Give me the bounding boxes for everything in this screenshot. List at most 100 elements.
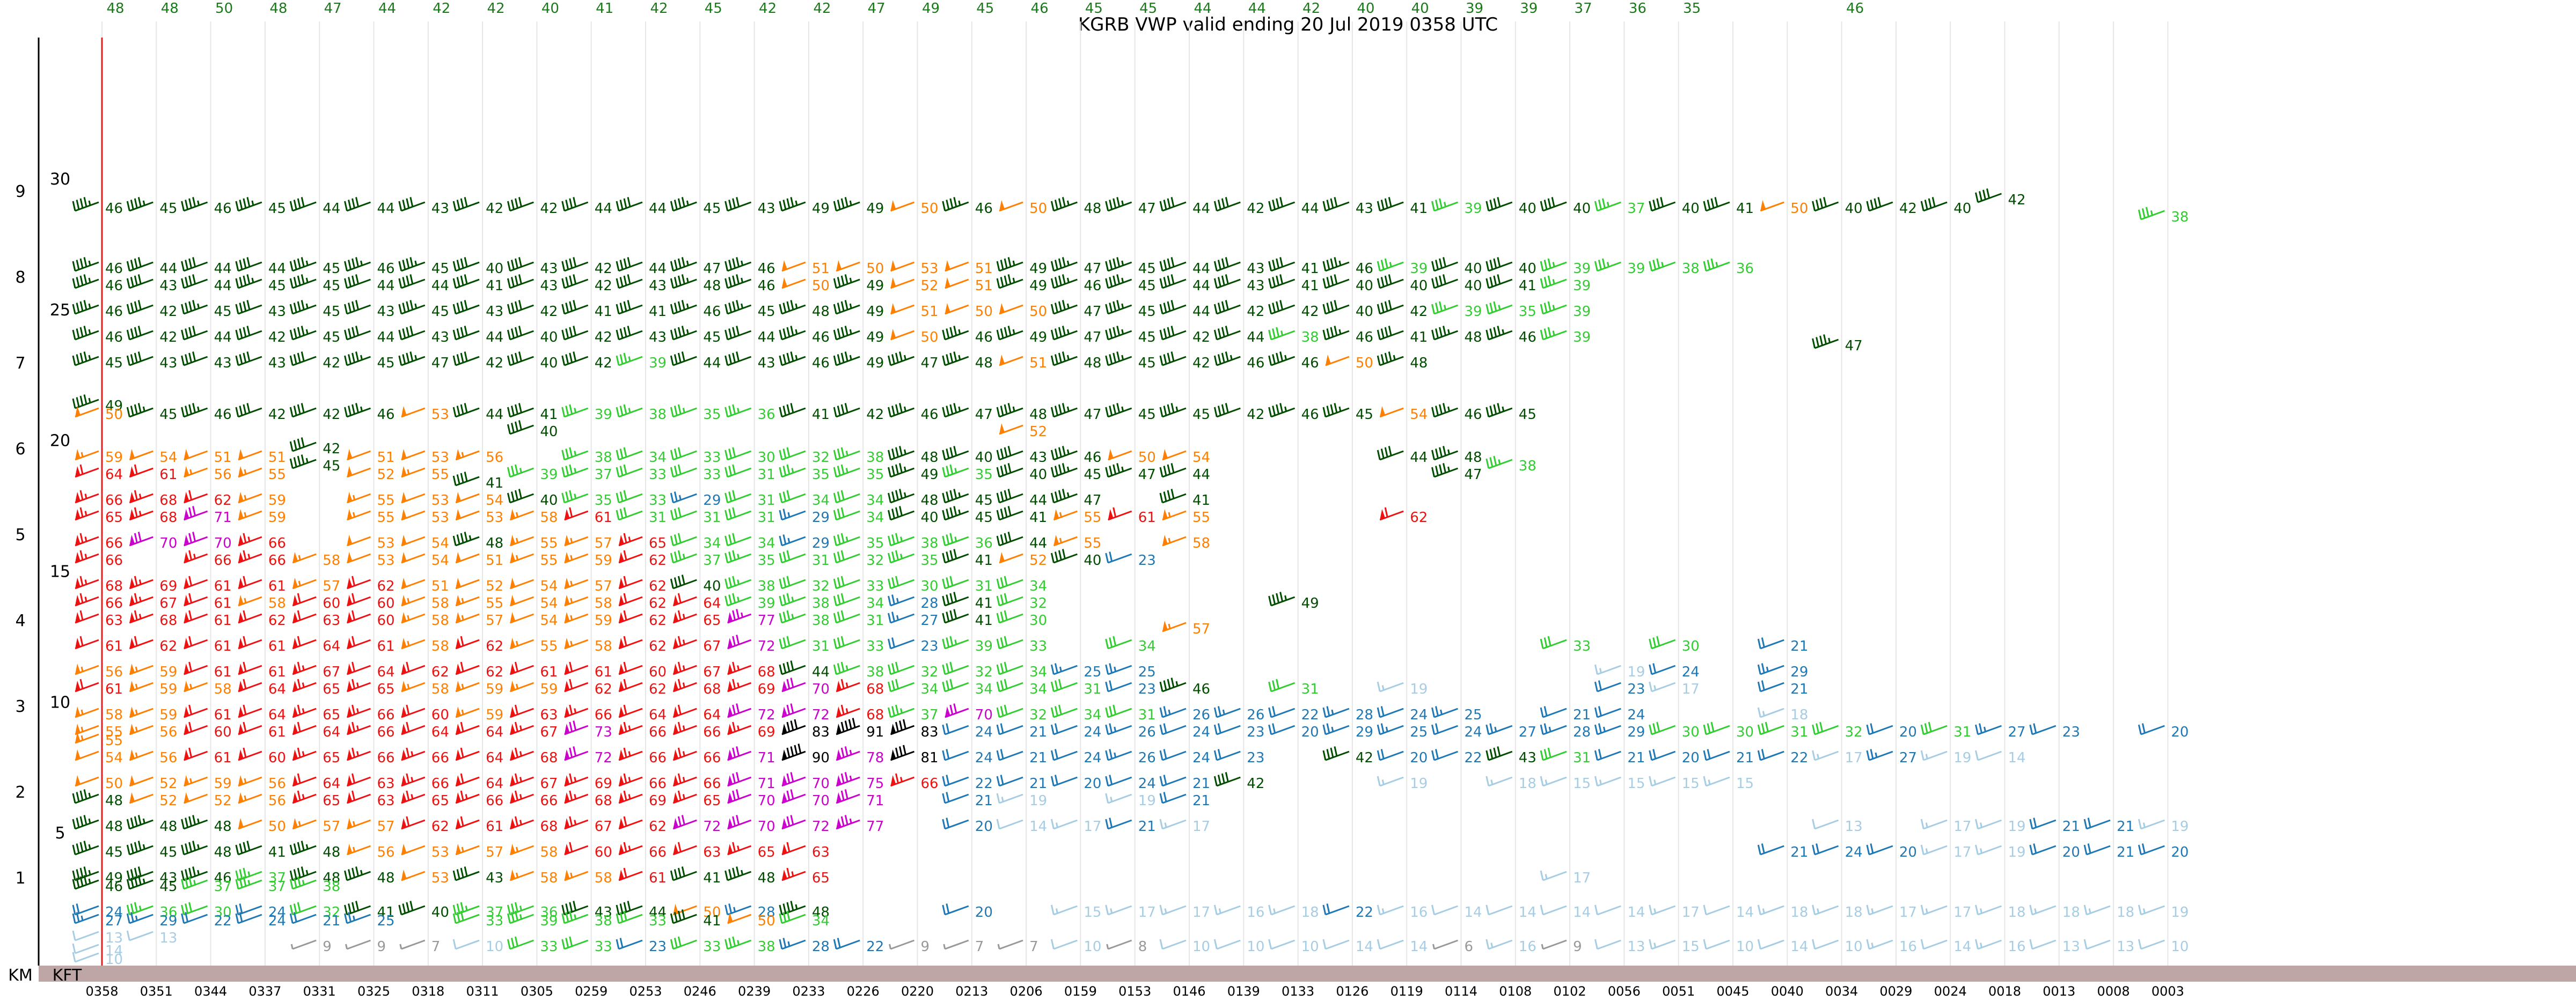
wind-barb [561, 326, 589, 341]
speed-label: 44 [758, 329, 775, 345]
wind-barb [616, 490, 643, 504]
speed-label: 24 [268, 904, 286, 921]
speed-label: 49 [1301, 595, 1319, 612]
speed-label: 34 [975, 681, 993, 697]
speed-label: 47 [431, 355, 449, 371]
wind-barb [126, 257, 153, 272]
wind-barb [996, 403, 1023, 418]
wind-barb [72, 326, 99, 341]
speed-label: 40 [1465, 278, 1482, 294]
speed-label: 42 [1899, 201, 1917, 217]
wind-barb [724, 576, 752, 590]
wind-barb [184, 775, 208, 787]
speed-label: 40 [540, 329, 558, 345]
wind-barb [509, 816, 534, 830]
speed-label: 55 [105, 733, 123, 749]
time-tick-label: 0003 [2151, 984, 2184, 999]
wind-barb [1866, 197, 1893, 212]
wind-barb [616, 257, 643, 272]
speed-label: 10 [105, 952, 123, 968]
speed-label: 40 [1356, 304, 1373, 320]
wind-barb [1322, 274, 1350, 289]
wind-barb [401, 552, 426, 564]
speed-label: 65 [323, 793, 340, 809]
speed-label: 64 [486, 776, 503, 792]
speed-label: 62 [649, 613, 667, 629]
speed-label: 44 [649, 261, 667, 277]
speed-label: 60 [214, 724, 232, 740]
speed-label: 31 [812, 553, 830, 569]
speed-label: 57 [595, 578, 612, 594]
speed-label: 16 [2008, 939, 2026, 955]
wind-barb [455, 492, 480, 504]
wind-barb [942, 903, 969, 916]
wind-barb [509, 722, 534, 735]
wind-barb [724, 533, 752, 547]
speed-label: 46 [758, 261, 775, 277]
speed-label: 39 [1465, 201, 1482, 217]
speed-label: 42 [323, 441, 340, 457]
speed-label: 64 [323, 724, 340, 740]
speed-label: 41 [703, 870, 721, 886]
speed-label: 20 [1899, 724, 1917, 740]
speed-label: 42 [866, 407, 884, 423]
speed-label: 42 [1192, 329, 1210, 345]
wind-barb [779, 593, 806, 607]
wind-barb [1105, 793, 1132, 804]
wind-barb [1485, 326, 1513, 341]
speed-label: 38 [812, 595, 830, 612]
speed-label: 10 [1084, 939, 1101, 955]
wind-barb [1649, 749, 1676, 761]
speed-label: 70 [812, 793, 830, 809]
wind-barb [181, 257, 208, 272]
speed-label: 51 [431, 578, 449, 594]
speed-label: 42 [595, 278, 612, 294]
wind-barb [1268, 351, 1296, 366]
wind-barb [670, 491, 697, 504]
wind-barb [507, 464, 534, 478]
speed-label: 44 [486, 329, 503, 345]
wind-barb [836, 704, 860, 718]
speed-label: 35 [975, 467, 993, 483]
speed-label: 31 [1301, 681, 1319, 697]
wind-barb [1050, 489, 1078, 504]
speed-label: 48 [1410, 355, 1428, 371]
speed-label: 51 [812, 261, 830, 277]
wind-barb [509, 595, 534, 607]
wind-barb [564, 535, 589, 547]
speed-label: 27 [2008, 724, 2026, 740]
speed-label: 7 [1029, 939, 1038, 955]
wind-barb [727, 635, 752, 650]
wind-barb [561, 351, 589, 366]
wind-barb [72, 943, 99, 954]
wind-barb [455, 681, 480, 693]
speed-label: 68 [758, 664, 775, 680]
wind-barb [1050, 549, 1078, 564]
kft-tick-label: 15 [50, 562, 70, 581]
wind-barb [1105, 300, 1132, 315]
wind-barb [75, 576, 99, 590]
wind-barb [455, 552, 480, 564]
wind-barb [945, 703, 969, 718]
speed-label: 34 [1029, 578, 1047, 594]
speed-label: 35 [812, 467, 830, 483]
wind-barb [618, 842, 643, 856]
speed-label: 67 [159, 595, 177, 612]
wind-barb [401, 844, 426, 856]
speed-label: 48 [105, 793, 123, 809]
wind-barb [2029, 843, 2057, 856]
speed-label: 38 [866, 664, 884, 680]
speed-label: 33 [595, 939, 612, 955]
wind-barb [126, 300, 153, 315]
speed-label: 46 [214, 870, 232, 886]
speed-label: 24 [1084, 724, 1101, 740]
wind-barb [401, 612, 426, 624]
wind-barb [833, 447, 860, 461]
speed-label: 62 [377, 578, 395, 594]
wind-barb [564, 870, 589, 881]
wind-barb [999, 552, 1023, 564]
time-tick-label: 0233 [792, 984, 825, 999]
speed-label: 34 [921, 681, 939, 697]
wind-barb [1322, 300, 1350, 315]
speed-label: 37 [268, 870, 286, 886]
